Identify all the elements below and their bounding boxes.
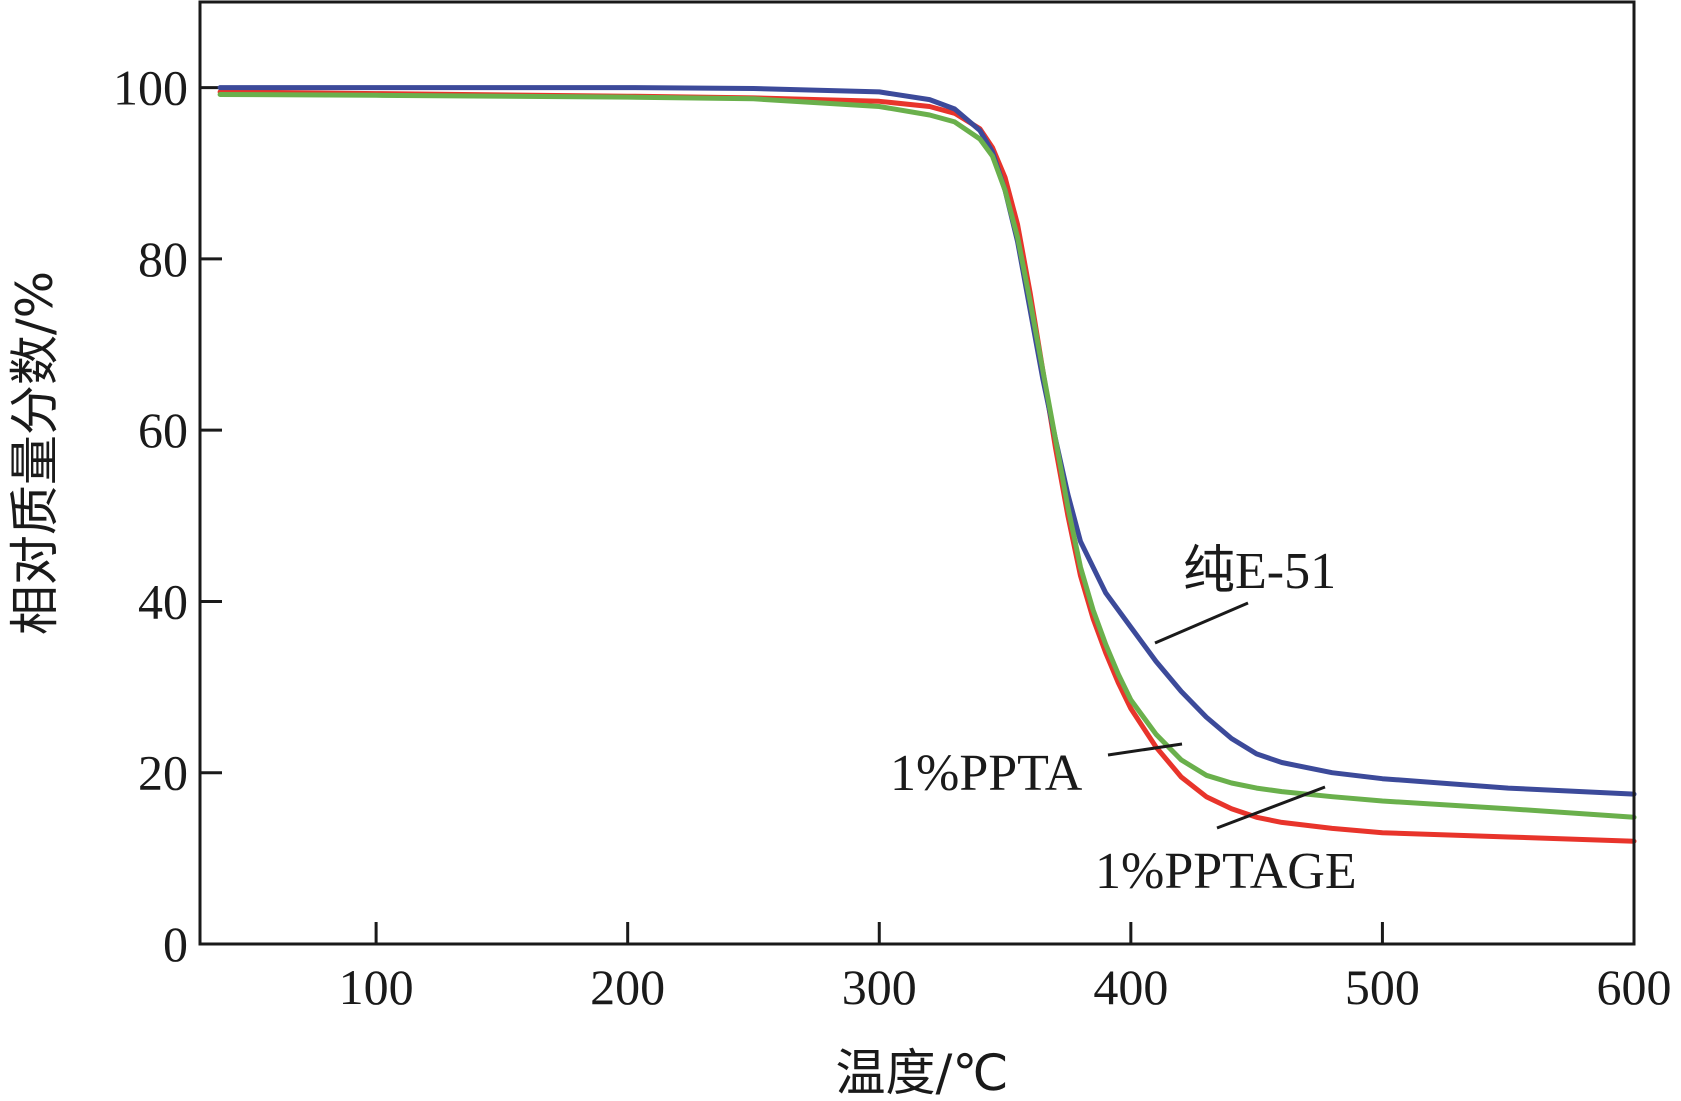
x-tick-label: 500 [1345,959,1420,1015]
y-tick-label: 80 [138,231,188,287]
series-line-e-51 [217,85,1637,797]
x-tick-label: 200 [590,959,665,1015]
x-tick-label: 400 [1093,959,1168,1015]
annotation-leader-e-51 [1154,601,1249,645]
annotation-label-e-51: 纯E-51 [1183,543,1336,600]
y-axis-title: 相对质量分数/% [6,271,64,635]
plot-frame [198,0,1636,946]
y-tick-label: 40 [138,573,188,629]
y-tick-label: 0 [163,916,188,972]
annotation-leader-1pct-ppta [1107,742,1183,757]
annotation-leader-1pct-pptage [1216,785,1326,830]
x-tick-label: 300 [842,959,917,1015]
series-line-1pct-pptage [217,92,1637,820]
x-axis-ticks: 100 200 300 400 500 600 [339,922,1672,1015]
y-tick-label: 60 [138,402,188,458]
x-tick-label: 100 [339,959,414,1015]
y-axis-ticks: 0 20 40 60 80 100 [113,60,222,972]
x-axis-title: 温度/℃ [836,1044,1009,1101]
y-tick-label: 100 [113,60,188,116]
series-layer [217,85,1637,844]
x-tick-label: 600 [1597,959,1672,1015]
series-line-1pct-ppta [217,89,1637,844]
y-tick-label: 20 [138,745,188,801]
annotation-label-1pct-ppta: 1%PPTA [890,745,1083,802]
annotation-label-1pct-pptage: 1%PPTAGE [1095,843,1357,900]
